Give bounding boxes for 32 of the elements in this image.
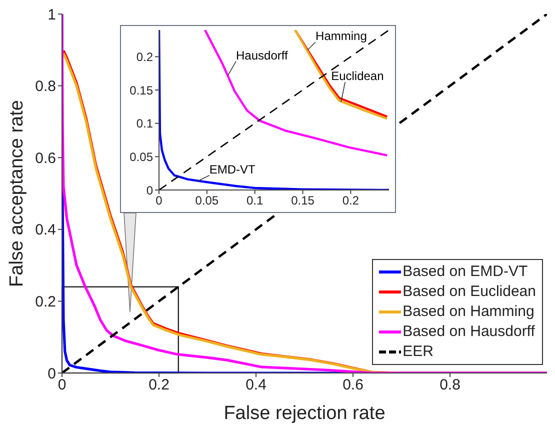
y-tick-label: 0.2 — [35, 294, 56, 311]
y-tick-label: 0.2 — [136, 50, 154, 64]
x-tick-label: 0.15 — [291, 194, 315, 208]
legend-label: Based on Euclidean — [402, 282, 536, 302]
y-tick-label: 0.15 — [130, 83, 154, 98]
y-tick-label: 0.6 — [35, 150, 56, 167]
y-axis-title: False acceptance rate — [6, 100, 28, 287]
y-tick-label: 0 — [48, 365, 56, 382]
y-tick-label: 1 — [48, 6, 56, 24]
legend-label: Based on EMD-VT — [402, 262, 528, 282]
annotation: Euclidean — [331, 69, 384, 83]
x-tick-label: 0.6 — [342, 376, 364, 394]
x-tick-label: 0.2 — [148, 376, 170, 394]
x-tick-label: 0.05 — [195, 194, 219, 208]
annotation: Hausdorff — [236, 48, 288, 62]
x-tick-label: 0.2 — [342, 194, 360, 208]
legend-label: EER — [402, 342, 434, 362]
x-tick-label: 0.1 — [246, 194, 264, 208]
x-tick-label: 0.8 — [440, 376, 460, 394]
legend-label: Based on Hamming — [402, 302, 534, 322]
y-tick-label: 0.4 — [35, 222, 56, 239]
x-tick-label: 0.4 — [246, 376, 266, 394]
annotation: EMD-VT — [209, 162, 256, 176]
y-tick-label: 0 — [146, 183, 154, 198]
line-series — [204, 30, 388, 156]
annotation: Hamming — [316, 29, 367, 43]
y-tick-label: 0.05 — [130, 150, 154, 164]
y-tick-label: 0.1 — [136, 116, 154, 131]
x-axis-title: False rejection rate — [224, 403, 386, 424]
y-tick-label: 0.8 — [35, 78, 56, 96]
x-tick-label: 0 — [156, 194, 163, 208]
legend-label: Based on Hausdorff — [402, 322, 535, 342]
